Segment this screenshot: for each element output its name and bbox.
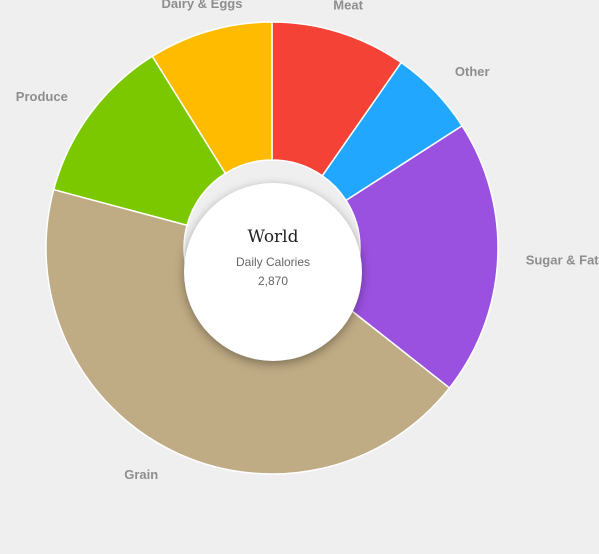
slice-produce[interactable] bbox=[52, 55, 227, 227]
slice-group bbox=[45, 21, 499, 475]
label-dairy-eggs: Dairy & Eggs bbox=[162, 0, 243, 11]
label-produce: Produce bbox=[16, 89, 68, 104]
slice-dairy-eggs[interactable] bbox=[151, 21, 273, 175]
center-summary: World Daily Calories 2,870 bbox=[184, 183, 362, 361]
center-subtitle: Daily Calories bbox=[235, 255, 311, 269]
center-value: 2,870 bbox=[257, 274, 289, 288]
label-sugar-fat: Sugar & Fat bbox=[526, 252, 599, 267]
slice-sugar-fat[interactable] bbox=[340, 124, 499, 390]
label-group: Meat Other Sugar & Fat Grain Produce Dairy & … bbox=[16, 0, 599, 482]
label-meat: Meat bbox=[333, 0, 363, 13]
label-grain: Grain bbox=[124, 467, 158, 482]
center-title: World bbox=[247, 227, 299, 247]
label-other: Other bbox=[455, 64, 490, 79]
